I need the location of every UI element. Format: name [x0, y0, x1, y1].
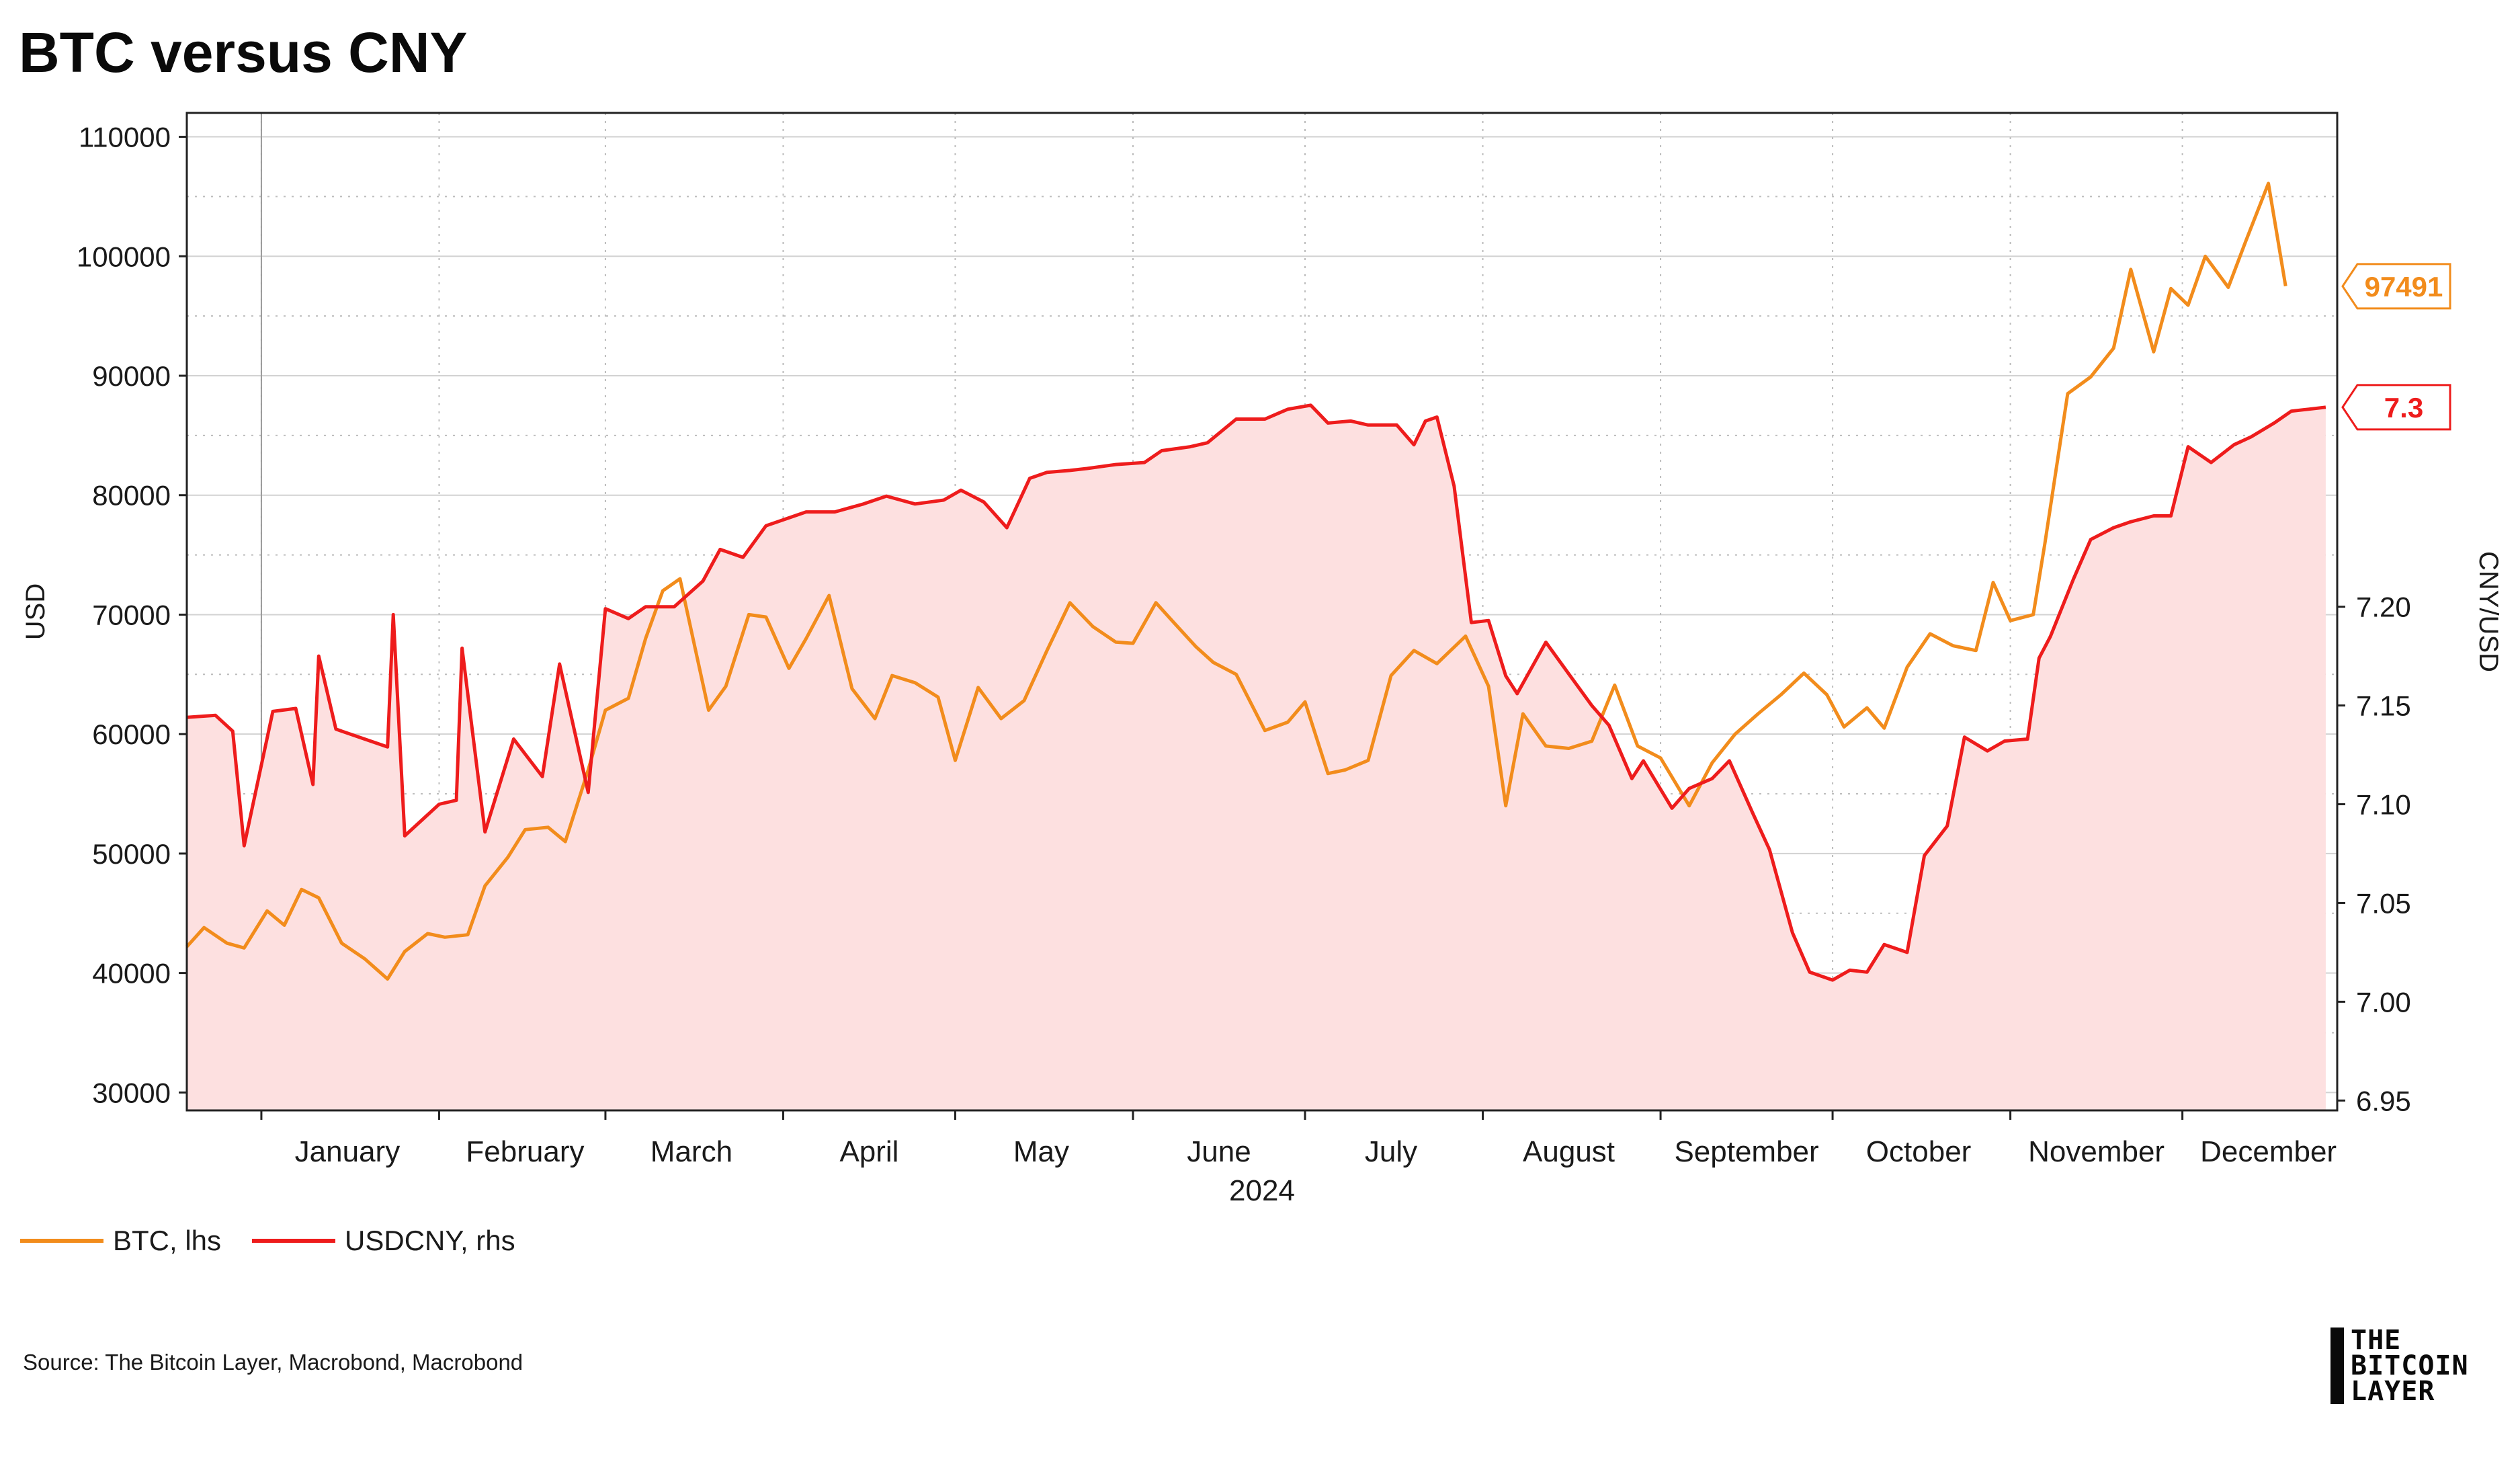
tick-label-right-6.95: 6.95	[2356, 1085, 2411, 1116]
callout-usdcny-box	[2341, 384, 2451, 431]
month-label-11: November	[2028, 1135, 2165, 1168]
month-label-1: January	[295, 1135, 401, 1168]
legend-swatch-btc	[20, 1239, 103, 1243]
usdcny-area	[187, 405, 2326, 1110]
callout-usdcny-text: 7.3	[2384, 392, 2423, 423]
tick-label-left-70000: 70000	[92, 599, 171, 630]
month-label-3: March	[650, 1135, 732, 1168]
logo-text: THE BITCOIN LAYER	[2351, 1325, 2469, 1407]
month-label-8: August	[1523, 1135, 1615, 1168]
tick-label-left-110000: 110000	[79, 122, 171, 153]
legend-label-btc: BTC, lhs	[113, 1225, 222, 1256]
tick-label-left-40000: 40000	[92, 958, 171, 989]
tick-label-left-100000: 100000	[77, 241, 171, 272]
last-value-callouts: 7.3 97491	[2341, 263, 2451, 431]
bitcoin-layer-logo: THE BITCOIN LAYER	[2330, 1325, 2469, 1407]
callout-btc-text: 97491	[2365, 271, 2443, 302]
axes: 30000 40000 50000 60000 70000 80000 90000 10000…	[21, 122, 2503, 1207]
logo-line-1: THE	[2351, 1325, 2402, 1356]
tick-label-right-7.00: 7.00	[2356, 986, 2411, 1018]
logo-bar	[2330, 1328, 2344, 1404]
callout-usdcny: 7.3	[2341, 384, 2451, 431]
tick-label-left-50000: 50000	[92, 838, 171, 870]
month-label-12: December	[2200, 1135, 2337, 1168]
y-axis-left-title: USD	[21, 583, 50, 640]
legend-swatch-usdcny	[252, 1239, 336, 1243]
tick-label-right-7.10: 7.10	[2356, 789, 2411, 821]
tick-label-right-7.15: 7.15	[2356, 690, 2411, 722]
usdcny-area-fill	[187, 405, 2326, 1110]
tick-label-left-80000: 80000	[92, 480, 171, 512]
tick-label-right-7.20: 7.20	[2356, 591, 2411, 623]
month-label-6: June	[1187, 1135, 1251, 1168]
logo-line-2: BITCOIN	[2351, 1350, 2469, 1381]
tick-label-left-30000: 30000	[92, 1077, 171, 1108]
month-label-4: April	[839, 1135, 898, 1168]
tick-label-left-90000: 90000	[92, 360, 171, 392]
y-axis-right-title: CNY/USD	[2474, 551, 2503, 672]
chart-title: BTC versus CNY	[19, 21, 468, 84]
legend-item-btc: BTC, lhs	[20, 1225, 221, 1257]
legend: BTC, lhs USDCNY, rhs	[20, 1225, 546, 1257]
month-label-5: May	[1013, 1135, 1069, 1168]
logo-line-3: LAYER	[2351, 1376, 2435, 1407]
month-label-7: July	[1365, 1135, 1417, 1168]
series-line-btc	[185, 181, 2287, 981]
month-label-10: October	[1866, 1135, 1972, 1168]
tick-label-right-7.05: 7.05	[2356, 887, 2411, 919]
tick-label-left-60000: 60000	[92, 719, 171, 750]
source-note: Source: The Bitcoin Layer, Macrobond, Ma…	[23, 1350, 523, 1375]
series-line-usdcny	[186, 403, 2326, 982]
legend-item-usdcny: USDCNY, rhs	[252, 1225, 515, 1257]
legend-label-usdcny: USDCNY, rhs	[345, 1225, 515, 1256]
x-axis-title: 2024	[1229, 1174, 1295, 1207]
callout-btc: 97491	[2341, 263, 2451, 310]
callout-btc-box	[2341, 263, 2451, 310]
series-lines	[185, 181, 2326, 982]
month-label-2: February	[466, 1135, 584, 1168]
month-label-9: September	[1674, 1135, 1818, 1168]
plot-frame	[185, 112, 2339, 1112]
